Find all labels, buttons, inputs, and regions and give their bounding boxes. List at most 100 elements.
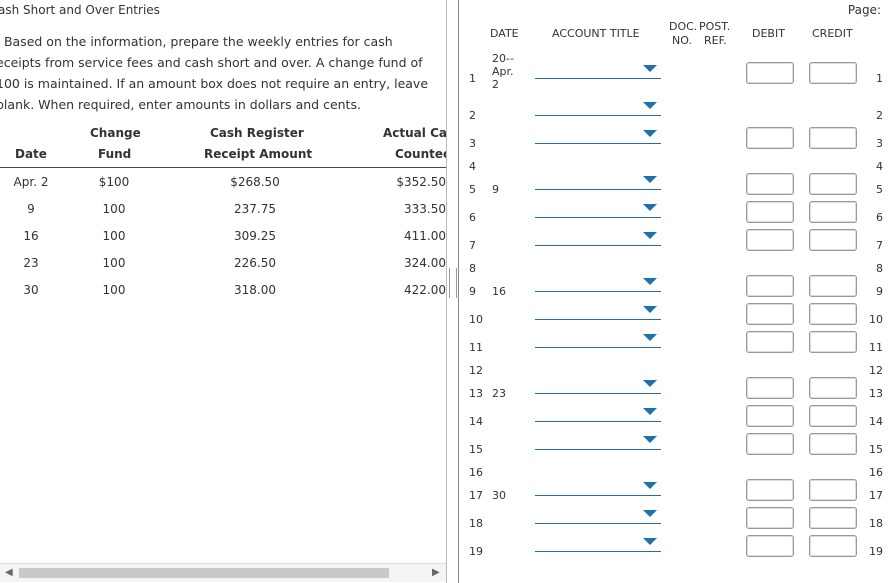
account-title-select[interactable] — [535, 202, 661, 218]
dropdown-arrow-icon[interactable] — [643, 102, 657, 109]
debit-input[interactable] — [746, 275, 794, 297]
instruction-line: blank. When required, enter amounts in d… — [0, 97, 361, 112]
instruction-line: 100 is maintained. If an amount box does… — [0, 76, 429, 91]
account-title-select[interactable] — [535, 406, 661, 422]
line-number-right: 19 — [869, 545, 883, 558]
problem-pane: ash Short and Over Entries . Based on th… — [0, 0, 447, 583]
dropdown-arrow-icon[interactable] — [643, 510, 657, 517]
line-number-right: 7 — [876, 239, 883, 252]
page-label: Page: — [847, 3, 881, 17]
credit-input[interactable] — [809, 479, 857, 501]
dropdown-arrow-icon[interactable] — [643, 334, 657, 341]
account-title-select[interactable] — [535, 378, 661, 394]
debit-input[interactable] — [746, 433, 794, 455]
instruction-line: . Based on the information, prepare the … — [0, 34, 393, 49]
credit-input[interactable] — [809, 535, 857, 557]
debit-input[interactable] — [746, 173, 794, 195]
credit-input[interactable] — [809, 201, 857, 223]
account-title-select[interactable] — [535, 434, 661, 450]
dropdown-arrow-icon[interactable] — [643, 538, 657, 545]
credit-input[interactable] — [809, 405, 857, 427]
debit-input[interactable] — [746, 479, 794, 501]
pane-splitter-handle[interactable] — [449, 268, 457, 298]
cell-actual: 333.50 — [404, 202, 446, 216]
dropdown-arrow-icon[interactable] — [643, 482, 657, 489]
line-number: 3 — [469, 137, 476, 150]
line-number-right: 15 — [869, 443, 883, 456]
account-title-select[interactable] — [535, 536, 661, 552]
account-title-select[interactable] — [535, 100, 661, 116]
debit-input[interactable] — [746, 331, 794, 353]
cell-date: Apr. 2 — [13, 175, 49, 189]
debit-input[interactable] — [746, 535, 794, 557]
debit-input[interactable] — [746, 229, 794, 251]
account-title-select[interactable] — [535, 174, 661, 190]
cell-register: 318.00 — [234, 283, 276, 297]
account-title-select[interactable] — [535, 63, 661, 79]
credit-input[interactable] — [809, 275, 857, 297]
dropdown-arrow-icon[interactable] — [643, 65, 657, 72]
debit-input[interactable] — [746, 405, 794, 427]
credit-input[interactable] — [809, 303, 857, 325]
cell-fund: 100 — [102, 283, 126, 297]
account-title-select[interactable] — [535, 276, 661, 292]
debit-input[interactable] — [746, 377, 794, 399]
account-title-select[interactable] — [535, 332, 661, 348]
cell-fund: 100 — [102, 256, 126, 270]
dropdown-arrow-icon[interactable] — [643, 408, 657, 415]
header-change-fund-1: Change — [90, 126, 141, 140]
dropdown-arrow-icon[interactable] — [643, 176, 657, 183]
line-number-right: 6 — [876, 211, 883, 224]
credit-input[interactable] — [809, 229, 857, 251]
account-title-select[interactable] — [535, 480, 661, 496]
scroll-right-icon[interactable]: ▶ — [432, 567, 440, 578]
line-number-right: 2 — [876, 109, 883, 122]
credit-input[interactable] — [809, 377, 857, 399]
debit-input[interactable] — [746, 127, 794, 149]
account-title-select[interactable] — [535, 230, 661, 246]
dropdown-arrow-icon[interactable] — [643, 130, 657, 137]
account-title-select[interactable] — [535, 128, 661, 144]
header-date: Date — [15, 147, 47, 161]
account-title-select[interactable] — [535, 304, 661, 320]
dropdown-arrow-icon[interactable] — [643, 380, 657, 387]
credit-input[interactable] — [809, 507, 857, 529]
line-date: 30 — [492, 489, 506, 502]
scrollbar-thumb[interactable] — [19, 568, 389, 578]
cell-actual: 422.00 — [404, 283, 446, 297]
dropdown-arrow-icon[interactable] — [643, 278, 657, 285]
header-change-fund-2: Fund — [98, 147, 132, 161]
dropdown-arrow-icon[interactable] — [643, 306, 657, 313]
credit-input[interactable] — [809, 127, 857, 149]
cell-actual: 324.00 — [404, 256, 446, 270]
line-number-right: 3 — [876, 137, 883, 150]
cell-register: 226.50 — [234, 256, 276, 270]
credit-input[interactable] — [809, 433, 857, 455]
account-title-select[interactable] — [535, 508, 661, 524]
credit-input[interactable] — [809, 62, 857, 84]
cell-fund: 100 — [102, 229, 126, 243]
line-number-right: 4 — [876, 160, 883, 173]
line-number-right: 10 — [869, 313, 883, 326]
dropdown-arrow-icon[interactable] — [643, 204, 657, 211]
cell-date: 9 — [27, 202, 35, 216]
dropdown-arrow-icon[interactable] — [643, 232, 657, 239]
problem-title: ash Short and Over Entries — [0, 3, 160, 17]
credit-input[interactable] — [809, 331, 857, 353]
line-number: 12 — [469, 364, 483, 377]
debit-input[interactable] — [746, 62, 794, 84]
cell-actual: 411.00 — [404, 229, 446, 243]
dropdown-arrow-icon[interactable] — [643, 436, 657, 443]
debit-input[interactable] — [746, 201, 794, 223]
line-number: 14 — [469, 415, 483, 428]
credit-input[interactable] — [809, 173, 857, 195]
line-number: 4 — [469, 160, 476, 173]
cell-date: 30 — [23, 283, 39, 297]
line-number: 6 — [469, 211, 476, 224]
debit-input[interactable] — [746, 303, 794, 325]
horizontal-scrollbar[interactable]: ◀ ▶ — [0, 563, 446, 582]
cell-register: $268.50 — [230, 175, 280, 189]
line-number: 17 — [469, 489, 483, 502]
debit-input[interactable] — [746, 507, 794, 529]
scroll-left-icon[interactable]: ◀ — [5, 567, 13, 578]
